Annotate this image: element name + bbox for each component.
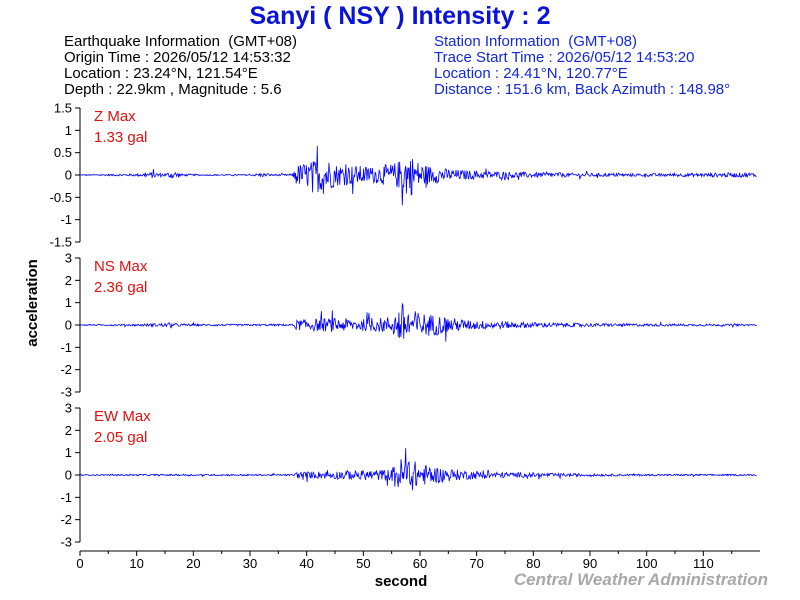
y-tick-label-ew: -2 [60, 512, 72, 527]
max-value-ns: 2.36 gal [94, 279, 147, 296]
chart-title: Sanyi ( NSY ) Intensity : 2 [249, 2, 551, 30]
max-value-z: 1.33 gal [94, 129, 147, 146]
y-tick-label-ns: -1 [60, 340, 72, 355]
max-label-ns: NS Max [94, 258, 148, 275]
y-tick-label-z: -1 [60, 212, 72, 227]
y-tick-label-ew: -1 [60, 490, 72, 505]
x-tick-label: 50 [356, 556, 370, 571]
depth-magnitude: Depth : 22.9km , Magnitude : 5.6 [64, 81, 282, 98]
agency-credit: Central Weather Administration [513, 570, 768, 589]
distance-azimuth: Distance : 151.6 km, Back Azimuth : 148.… [434, 81, 731, 98]
max-value-ew: 2.05 gal [94, 429, 147, 446]
waveform-ew [79, 448, 757, 491]
y-tick-label-z: -1.5 [50, 235, 72, 250]
y-tick-label-z: 1 [65, 123, 72, 138]
x-tick-label: 30 [243, 556, 257, 571]
y-tick-label-ew: -3 [60, 535, 72, 550]
x-tick-label: 0 [76, 556, 83, 571]
y-tick-label-ns: 2 [65, 273, 72, 288]
earthquake-location: Location : 23.24°N, 121.54°E [64, 65, 258, 82]
earthquake-info: Earthquake Information (GMT+08) Origin T… [64, 34, 297, 98]
earthquake-info-heading: Earthquake Information (GMT+08) [64, 33, 298, 50]
y-tick-label-ew: 2 [65, 423, 72, 438]
y-tick-label-ns: 0 [65, 318, 72, 333]
x-tick-label: 10 [129, 556, 143, 571]
y-tick-label-z: 0.5 [54, 145, 72, 160]
x-tick-label: 20 [186, 556, 200, 571]
waveform-z [80, 145, 757, 206]
station-location: Location : 24.41°N, 120.77°E [434, 65, 628, 82]
max-label-z: Z Max [94, 108, 136, 125]
x-tick-label: 80 [526, 556, 540, 571]
station-info-heading: Station Information (GMT+08) [434, 33, 637, 50]
y-tick-label-z: 1.5 [54, 101, 72, 116]
y-tick-label-ns: -3 [60, 385, 72, 400]
trace-start-time: Trace Start Time : 2026/05/12 14:53:20 [434, 49, 695, 66]
x-tick-label: 70 [469, 556, 483, 571]
y-tick-label-ew: 3 [65, 401, 72, 416]
x-tick-label: 100 [636, 556, 658, 571]
x-tick-label: 40 [299, 556, 313, 571]
y-tick-label-ns: 3 [65, 251, 72, 266]
waveform-ns [80, 302, 757, 342]
y-tick-label-z: 0 [65, 168, 72, 183]
y-tick-label-ew: 0 [65, 468, 72, 483]
origin-time: Origin Time : 2026/05/12 14:53:32 [64, 49, 291, 66]
x-tick-label: 60 [413, 556, 427, 571]
y-tick-label-ew: 1 [65, 445, 72, 460]
x-tick-label: 90 [583, 556, 597, 571]
station-info: Station Information (GMT+08) Trace Start… [434, 34, 730, 98]
y-tick-label-ns: -2 [60, 362, 72, 377]
y-tick-label-z: -0.5 [50, 190, 72, 205]
y-tick-label-ns: 1 [65, 295, 72, 310]
max-label-ew: EW Max [94, 408, 151, 425]
x-tick-label: 110 [693, 556, 714, 571]
y-axis-title: acceleration [24, 259, 41, 347]
x-axis-title: second [375, 573, 428, 590]
